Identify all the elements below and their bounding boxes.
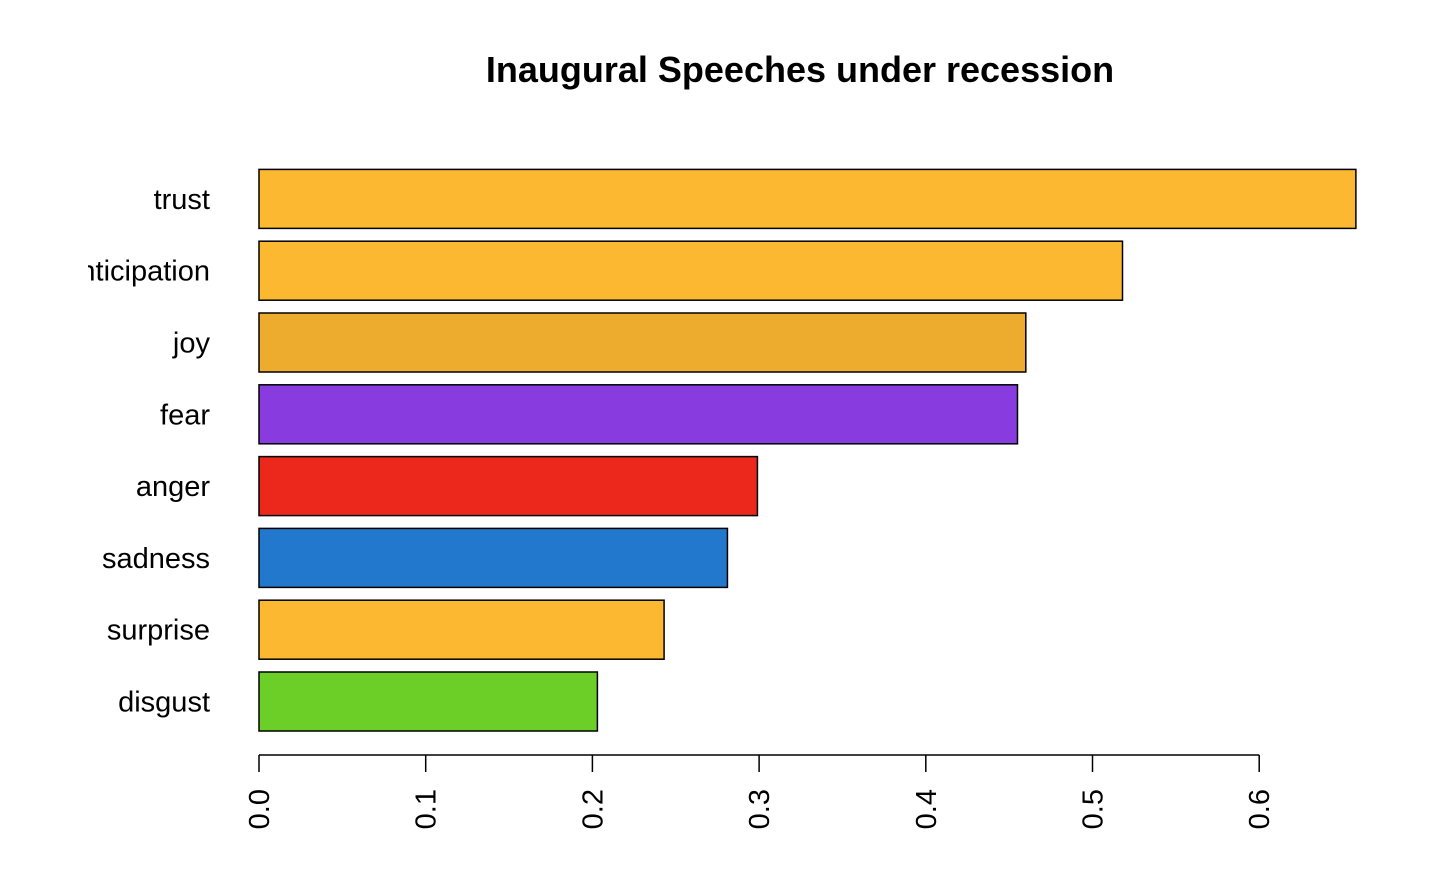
x-tick-label-0.3: 0.3 [744,789,776,829]
x-tick-label-0.6: 0.6 [1244,789,1276,829]
bar-sadness [258,527,729,589]
category-label-joy: joy [172,328,211,360]
category-label-disgust: disgust [118,687,210,719]
x-tick-label-0.2: 0.2 [577,789,609,829]
category-labels-group: disgust surprise sadness anger fear joy antici… [63,184,211,719]
bar-anger [258,455,759,517]
x-axis: 0.0 0.1 0.2 0.3 0.4 0.5 0.6 [244,754,1276,829]
bar-surprise [258,599,665,660]
category-label-sadness: sadness [102,543,210,575]
bars-group [258,168,1357,732]
bar-fear [258,384,1019,445]
x-tick-label-0.0: 0.0 [244,789,276,829]
category-label-surprise: surprise [107,615,210,647]
x-tick-label-0.1: 0.1 [411,789,443,829]
category-label-trust: trust [154,184,210,216]
bar-anticipation [258,240,1124,301]
x-tick-label-0.4: 0.4 [911,789,943,829]
chart-title: Inaugural Speeches under recession [486,49,1114,90]
category-label-anticipation: anticipation [63,256,210,288]
bar-trust [258,168,1357,230]
bar-disgust [258,671,599,732]
x-tick-label-0.5: 0.5 [1078,789,1110,829]
bar-joy [258,312,1027,373]
category-label-fear: fear [160,399,210,431]
category-label-anger: anger [136,471,211,503]
